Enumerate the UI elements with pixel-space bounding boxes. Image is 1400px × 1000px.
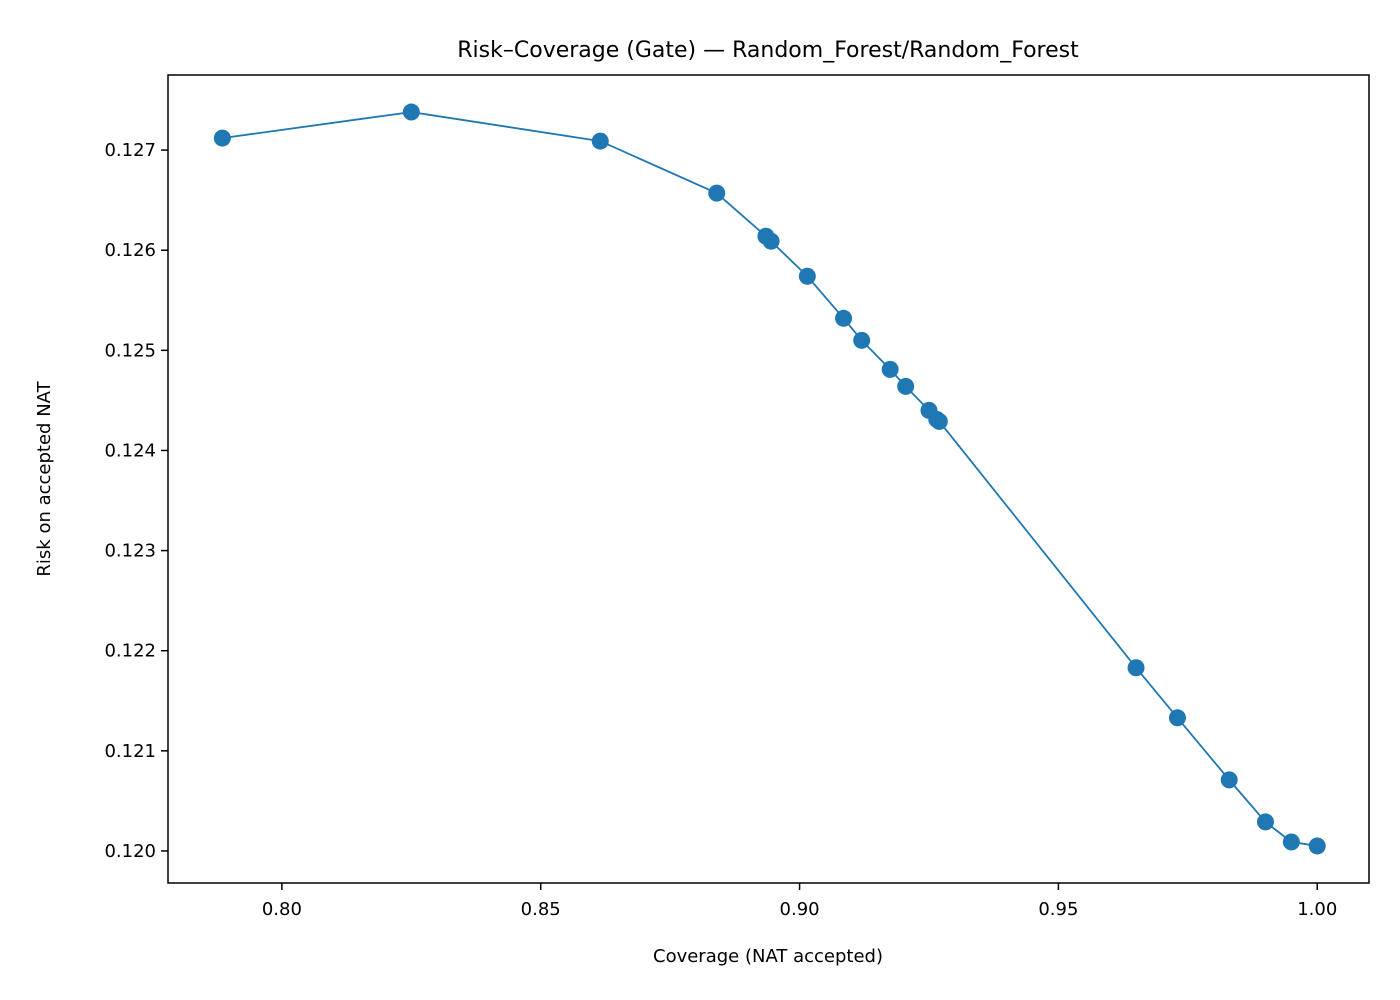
data-point	[762, 232, 780, 250]
data-point	[1220, 771, 1238, 789]
y-tick-label: 0.122	[104, 641, 156, 662]
data-point	[853, 331, 871, 349]
series-line	[222, 111, 1318, 847]
y-tick-label: 0.123	[104, 541, 156, 562]
y-tick-label: 0.126	[104, 240, 156, 261]
axes-frame	[167, 74, 1370, 884]
x-tick-label: 0.95	[1038, 899, 1078, 920]
x-axis-label: Coverage (NAT accepted)	[653, 946, 883, 967]
data-point	[591, 132, 609, 150]
data-point	[897, 377, 915, 395]
x-axis-ticks: 0.80 0.85 0.90 0.95 1.00	[262, 883, 1337, 920]
y-axis-label: Risk on accepted NAT	[34, 380, 55, 576]
data-point	[1127, 659, 1145, 677]
y-tick-label: 0.125	[104, 340, 156, 361]
data-point	[1256, 813, 1274, 831]
y-axis-ticks: 0.120 0.121 0.122 0.123 0.124 0.125 0.126 0.127	[104, 140, 168, 862]
chart-title: Risk–Coverage (Gate) — Random_Forest/Ran…	[457, 38, 1079, 63]
x-tick-label: 0.80	[262, 899, 302, 920]
data-point	[213, 129, 231, 147]
data-point	[930, 412, 948, 430]
data-point	[1168, 709, 1186, 727]
x-tick-label: 0.85	[521, 899, 561, 920]
x-tick-label: 1.00	[1297, 899, 1337, 920]
y-tick-label: 0.124	[104, 440, 156, 461]
data-point	[708, 184, 726, 202]
y-tick-label: 0.127	[104, 140, 156, 161]
data-point	[1308, 837, 1326, 855]
x-tick-label: 0.90	[780, 899, 820, 920]
data-point	[798, 267, 816, 285]
y-tick-label: 0.121	[104, 741, 156, 762]
data-point	[835, 309, 853, 327]
data-point	[881, 360, 899, 378]
data-point	[1282, 833, 1300, 851]
y-tick-label: 0.120	[104, 841, 156, 862]
data-point	[402, 103, 420, 121]
plot-area	[213, 103, 1326, 855]
